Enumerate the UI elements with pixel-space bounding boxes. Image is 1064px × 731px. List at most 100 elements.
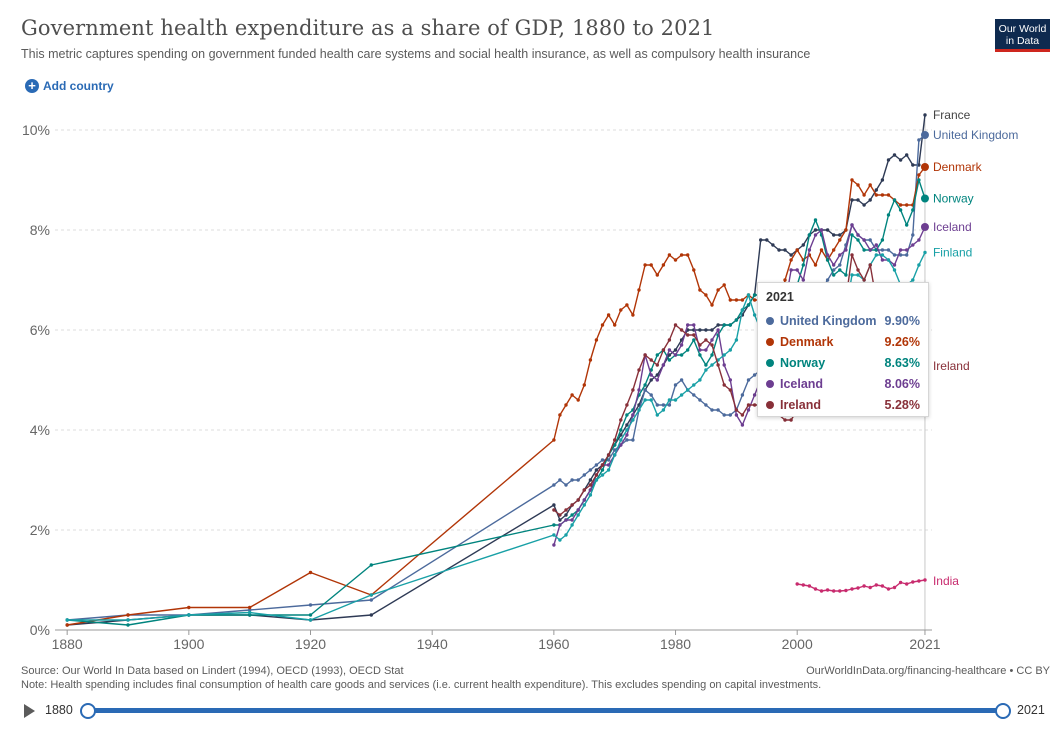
timeline-slider[interactable]: 1880 2021 [0,698,1064,724]
data-point [625,413,629,417]
timeline-end-handle[interactable] [995,703,1011,719]
data-point [594,338,599,342]
data-point [838,233,842,237]
data-point [692,393,696,397]
data-point [686,333,690,337]
data-point [892,268,897,272]
data-point [600,323,605,327]
data-point [625,403,629,407]
data-point [868,198,872,202]
data-point [673,348,678,352]
play-icon[interactable] [24,704,35,718]
data-point [819,228,824,232]
data-point [911,580,915,584]
data-point [248,613,252,617]
data-point [752,298,757,302]
data-point [552,523,556,527]
data-point [661,363,666,367]
end-label: Iceland [933,220,972,234]
data-point [692,383,696,387]
data-point [631,313,635,317]
data-point [777,248,781,252]
data-point [862,193,866,197]
data-point [880,193,885,197]
data-point [746,403,751,407]
end-marker [920,223,929,231]
data-point [856,233,860,237]
data-point [308,618,313,622]
data-point [710,343,714,347]
data-point [248,610,252,615]
data-point [704,348,708,352]
source-text: Source: Our World In Data based on Linde… [21,665,404,677]
data-point [649,263,653,267]
data-point [850,253,854,257]
data-point [740,308,745,312]
data-point [722,383,726,387]
data-point [886,248,891,252]
data-point [862,278,866,282]
data-point [917,178,921,182]
data-point [838,238,842,242]
data-point [667,353,672,357]
data-point [740,393,745,397]
data-point [874,253,878,257]
data-point [832,273,836,277]
data-point [643,353,647,357]
data-point [838,268,842,272]
data-point [752,393,757,397]
data-point [600,473,605,477]
owid-logo[interactable]: Our World in Data [995,19,1050,52]
data-point [752,293,757,297]
data-point [728,413,732,417]
data-point [832,248,836,252]
data-point [126,623,130,627]
data-point [679,378,684,382]
data-point [722,323,726,327]
data-point [667,348,672,352]
end-label: United Kingdom [933,128,1018,142]
end-label: Norway [933,192,974,206]
data-point [813,587,818,591]
timeline-start-handle[interactable] [80,703,96,719]
data-point [625,433,629,437]
data-point [874,243,878,247]
data-point [813,218,818,222]
data-point [606,468,611,472]
tooltip-value: 8.63% [884,355,920,370]
data-point [65,623,69,627]
data-point [631,388,635,392]
data-point [917,173,921,177]
data-point [582,473,586,477]
data-point [655,363,659,367]
data-point [619,308,623,312]
tooltip-value: 5.28% [884,397,920,412]
data-point [917,579,921,583]
data-point [631,438,635,442]
source-url-link[interactable]: OurWorldInData.org/financing-healthcare … [806,665,1050,677]
data-point [692,333,696,337]
data-point [698,328,702,332]
timeline-track[interactable] [88,708,1003,713]
add-country-button[interactable]: + Add country [25,79,114,93]
data-point [789,258,793,262]
data-point [649,373,653,377]
chart-subtitle: This metric captures spending on governm… [21,47,811,61]
data-point [710,303,714,307]
data-point [643,383,647,387]
data-point [308,603,313,607]
data-point [613,443,617,447]
x-tick-label: 1920 [295,636,326,652]
tooltip-country: Denmark [780,334,834,349]
data-point [917,263,921,267]
data-point [576,508,580,512]
data-point [923,578,927,582]
data-point [746,293,751,297]
data-point [655,403,659,407]
data-point [789,253,793,257]
data-point [838,253,842,257]
data-point [862,248,866,252]
data-point [637,368,641,372]
data-point [722,413,726,417]
